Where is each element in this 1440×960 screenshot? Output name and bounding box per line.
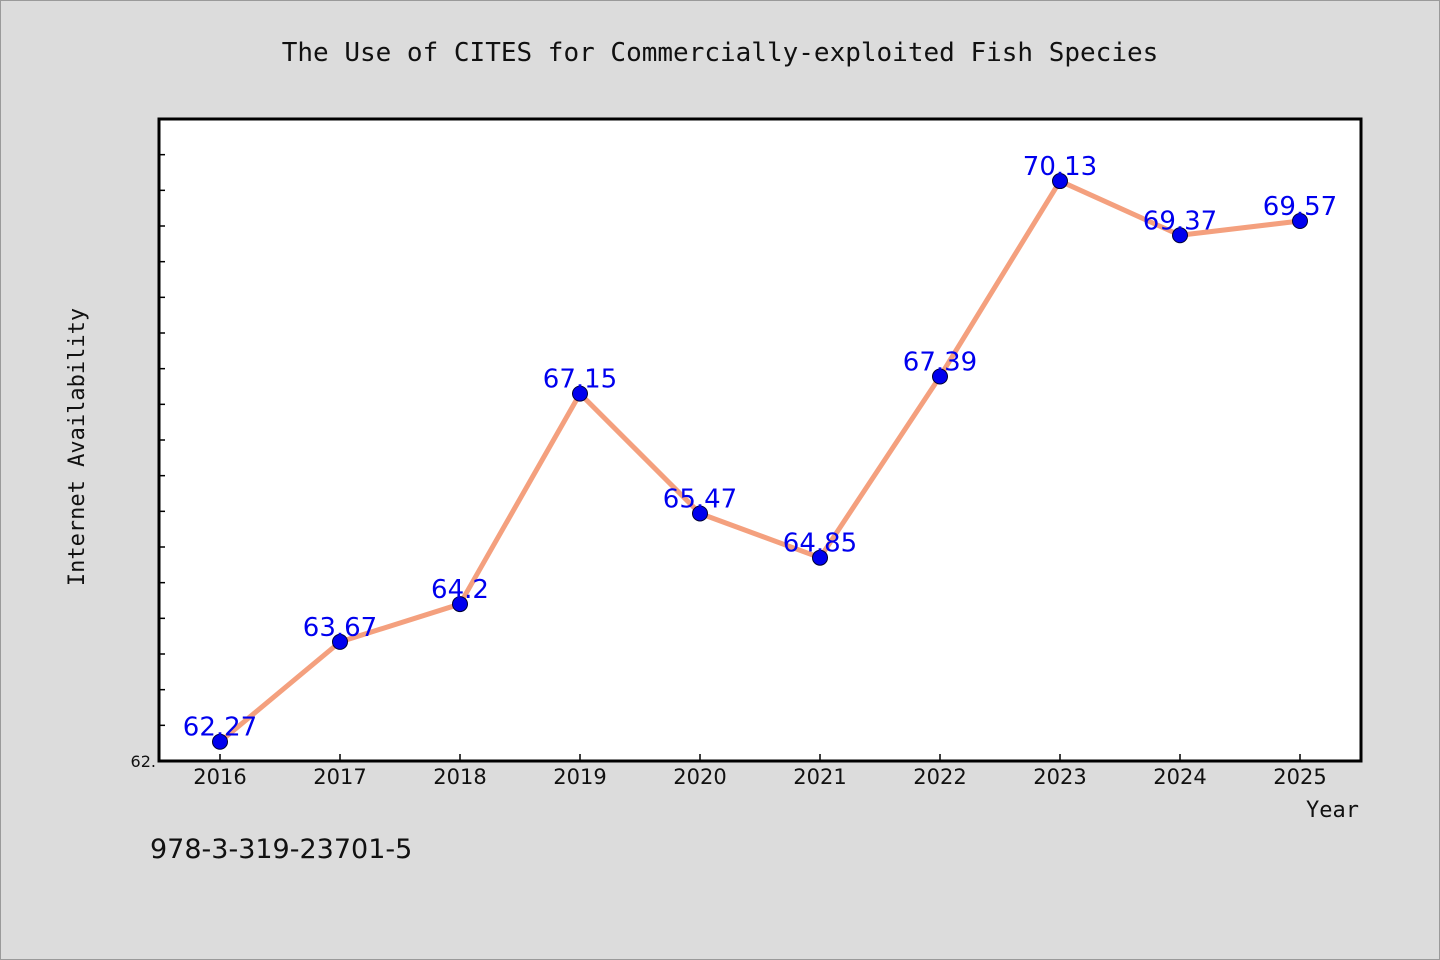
data-point (1292, 213, 1308, 230)
data-label: 67.15 (543, 365, 617, 395)
data-point (572, 385, 588, 402)
plot-border (157, 117, 1363, 763)
y-tick-label: 62. (131, 752, 156, 771)
data-label: 67.39 (903, 348, 977, 378)
x-tick-label: 2020 (673, 765, 726, 789)
data-point (212, 733, 228, 750)
data-label: 69.37 (1143, 206, 1217, 236)
data-label: 62.27 (183, 713, 257, 743)
data-point (332, 633, 348, 650)
data-point (1052, 173, 1068, 190)
x-tick-label: 2019 (553, 765, 606, 789)
data-point (1172, 227, 1188, 244)
x-tick-label: 2022 (913, 765, 966, 789)
x-axis-ticks: 2016 2017 2018 2019 2020 2021 2022 2023 2024 2025 (193, 754, 1327, 789)
data-point (812, 549, 828, 566)
data-point (692, 505, 708, 522)
data-label: 63.67 (303, 613, 377, 643)
isbn-footer: 978-3-319-23701-5 (150, 834, 413, 865)
data-label: 64.85 (783, 529, 857, 559)
x-tick-label: 2018 (433, 765, 486, 789)
x-tick-label: 2024 (1153, 765, 1206, 789)
x-tick-label: 2017 (313, 765, 366, 789)
data-point (932, 368, 948, 385)
data-label: 70.13 (1023, 152, 1097, 182)
chart-title: The Use of CITES for Commercially-exploi… (282, 38, 1159, 68)
x-tick-label: 2021 (793, 765, 846, 789)
x-tick-label: 2016 (193, 765, 246, 789)
data-label: 69.57 (1263, 192, 1337, 222)
x-tick-label: 2023 (1033, 765, 1086, 789)
data-label: 64.2 (431, 575, 489, 605)
series-layer: 62.27 63.67 64.2 67.15 65.47 64.85 67.39 70.13 6… (183, 152, 1337, 750)
data-point (452, 596, 468, 613)
x-tick-label: 2025 (1273, 765, 1326, 789)
series-line (217, 178, 1303, 745)
x-axis-label: Year (1306, 798, 1359, 823)
y-axis-label: Internet Availability (65, 308, 90, 586)
data-label: 65.47 (663, 484, 737, 514)
